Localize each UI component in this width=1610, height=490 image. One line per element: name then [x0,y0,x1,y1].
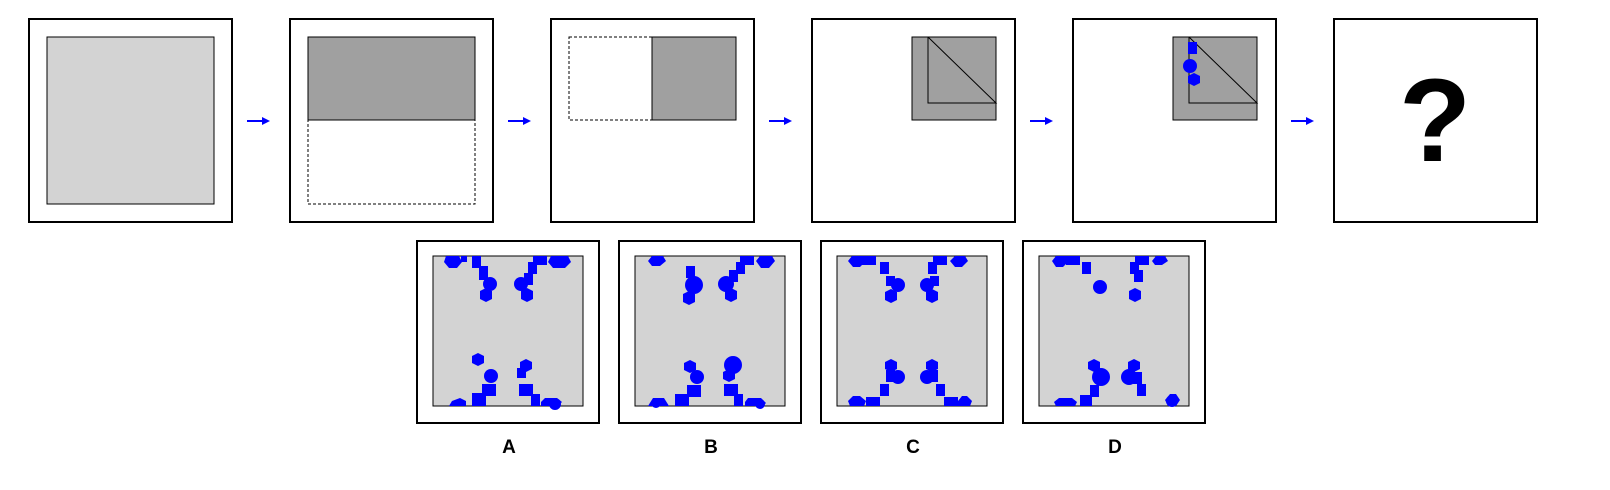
hole-square [1188,42,1197,54]
step-3-panel [550,18,755,223]
option-d-label: D [1108,437,1122,458]
option-d[interactable]: D [1022,240,1206,458]
step-3-folded-right [651,36,737,121]
hole-circle [1183,59,1197,73]
option-c-holes [848,256,972,406]
option-b-holes [648,256,775,409]
option-a[interactable]: A [416,240,600,458]
step-2-dashed-bottom [307,119,476,205]
option-c-paper [836,255,988,407]
option-c-label: C [906,437,920,458]
arrow-5 [1291,117,1314,125]
step-3-dashed-left [568,36,653,121]
arrow-3 [769,117,792,125]
option-b-paper [634,255,786,407]
option-b-label: B [704,437,718,458]
option-c[interactable]: C [820,240,1004,458]
step-4-panel [811,18,1016,223]
option-a-label: A [502,437,516,458]
question-mark: ? [1399,55,1471,187]
hole-hexagon [1188,73,1200,86]
option-d-paper [1038,255,1190,407]
step-2-panel [289,18,494,223]
step-5-folded-square [1172,36,1258,121]
step-1-panel [28,18,233,223]
step-1-paper [46,36,215,205]
step-4-fold-triangle [927,36,998,104]
arrow-1 [247,117,270,125]
step-2-folded-top [307,36,476,121]
step-5-punched-holes [1183,42,1200,86]
step-5-panel [1072,18,1277,223]
arrow-2 [508,117,531,125]
option-b[interactable]: B [618,240,802,458]
question-panel: ? [1333,18,1538,223]
option-a-paper [432,255,584,407]
option-d-holes [1052,256,1180,407]
option-a-holes [444,256,571,410]
arrow-4 [1030,117,1053,125]
step-4-folded-square [911,36,997,121]
question-frame [1333,18,1538,223]
